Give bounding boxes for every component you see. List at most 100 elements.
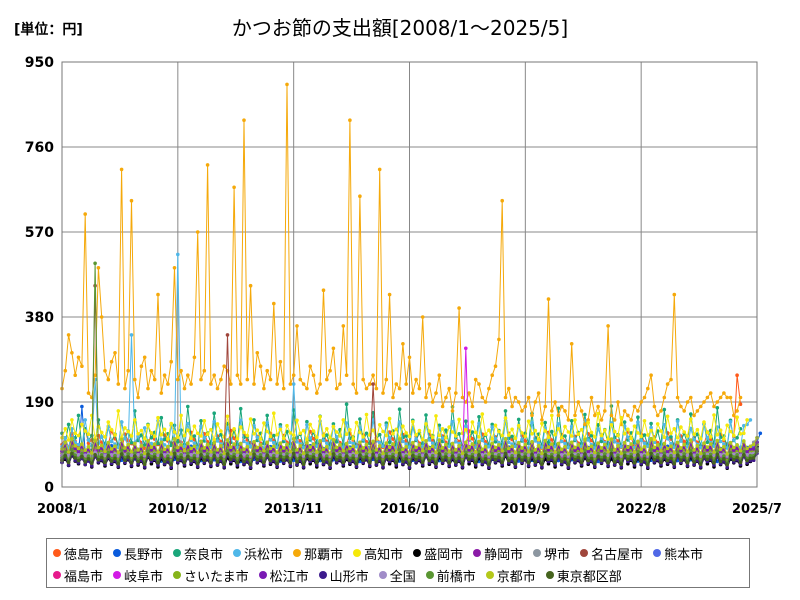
- data-point: [682, 455, 686, 459]
- data-point: [708, 452, 713, 457]
- data-point: [424, 449, 428, 454]
- data-point: [162, 427, 167, 432]
- data-point: [328, 368, 332, 373]
- data-point: [212, 411, 216, 416]
- data-point: [192, 424, 197, 429]
- data-point: [364, 386, 369, 391]
- data-point: [358, 450, 362, 454]
- series-18: [60, 436, 759, 456]
- data-point: [500, 198, 505, 203]
- data-point: [308, 436, 313, 441]
- data-point: [76, 413, 81, 418]
- data-point: [669, 441, 673, 446]
- data-point: [222, 454, 226, 458]
- data-point: [685, 400, 690, 404]
- data-point: [242, 459, 246, 464]
- data-point: [642, 457, 647, 461]
- data-point: [219, 432, 223, 437]
- data-point: [169, 462, 173, 467]
- data-point: [73, 446, 77, 451]
- data-point: [159, 450, 164, 454]
- data-point: [430, 453, 435, 458]
- data-point: [229, 382, 233, 386]
- data-point: [229, 445, 233, 450]
- data-point: [407, 355, 412, 360]
- legend-item: 松江市: [258, 564, 309, 586]
- data-point: [73, 456, 77, 460]
- data-point: [315, 391, 319, 395]
- data-point: [80, 364, 84, 369]
- data-point: [238, 425, 243, 429]
- data-point: [563, 454, 567, 458]
- data-point: [728, 429, 733, 434]
- data-point: [649, 425, 653, 430]
- data-point: [328, 462, 332, 467]
- data-point: [397, 407, 402, 412]
- data-point: [722, 437, 726, 441]
- data-point: [745, 418, 749, 422]
- chart-title: かつお節の支出額[2008/1～2025/5]: [231, 16, 569, 40]
- data-point: [500, 449, 505, 453]
- data-point: [576, 432, 581, 437]
- data-point: [546, 448, 551, 452]
- data-point: [609, 448, 614, 452]
- data-point: [559, 447, 564, 452]
- data-point: [229, 457, 233, 462]
- data-point: [103, 449, 107, 454]
- data-point: [566, 418, 571, 422]
- data-point: [291, 436, 296, 441]
- data-point: [281, 436, 286, 441]
- data-point: [460, 454, 465, 458]
- data-point: [103, 453, 107, 458]
- data-point: [477, 435, 481, 439]
- data-point: [113, 351, 117, 355]
- data-point: [305, 453, 309, 458]
- data-point: [629, 418, 633, 422]
- data-point: [235, 450, 240, 454]
- data-point: [573, 437, 577, 441]
- data-point: [702, 420, 706, 424]
- data-point: [460, 465, 465, 469]
- legend-label: 京都市: [496, 569, 536, 585]
- data-point: [437, 452, 442, 456]
- data-point: [242, 447, 246, 452]
- data-point: [73, 444, 77, 448]
- data-point: [738, 402, 743, 407]
- data-point: [569, 453, 574, 458]
- data-point: [490, 422, 495, 427]
- data-point: [596, 404, 600, 409]
- data-point: [252, 382, 256, 386]
- data-point: [278, 451, 283, 456]
- data-point: [573, 448, 577, 453]
- data-point: [315, 444, 319, 449]
- data-point: [497, 337, 501, 342]
- data-point: [285, 452, 289, 456]
- data-point: [586, 420, 590, 425]
- data-point: [434, 464, 438, 469]
- data-point: [569, 450, 574, 454]
- data-point: [705, 445, 710, 450]
- data-point: [586, 446, 590, 451]
- data-point: [262, 449, 266, 453]
- legend-marker: [653, 549, 662, 557]
- data-point: [344, 441, 349, 446]
- data-point: [63, 450, 68, 454]
- data-point: [90, 461, 94, 466]
- data-point: [460, 395, 465, 400]
- data-point: [540, 451, 544, 456]
- data-point: [325, 441, 329, 446]
- data-point: [576, 443, 581, 447]
- data-point: [748, 418, 753, 422]
- data-point: [490, 437, 495, 441]
- data-point: [559, 404, 564, 409]
- data-point: [698, 436, 703, 441]
- data-point: [593, 450, 597, 455]
- data-point: [427, 458, 432, 463]
- data-point: [129, 453, 134, 458]
- data-point: [411, 440, 415, 445]
- data-point: [440, 458, 445, 463]
- data-point: [96, 445, 101, 450]
- data-point: [288, 431, 293, 435]
- data-point: [646, 444, 650, 449]
- data-point: [424, 453, 428, 457]
